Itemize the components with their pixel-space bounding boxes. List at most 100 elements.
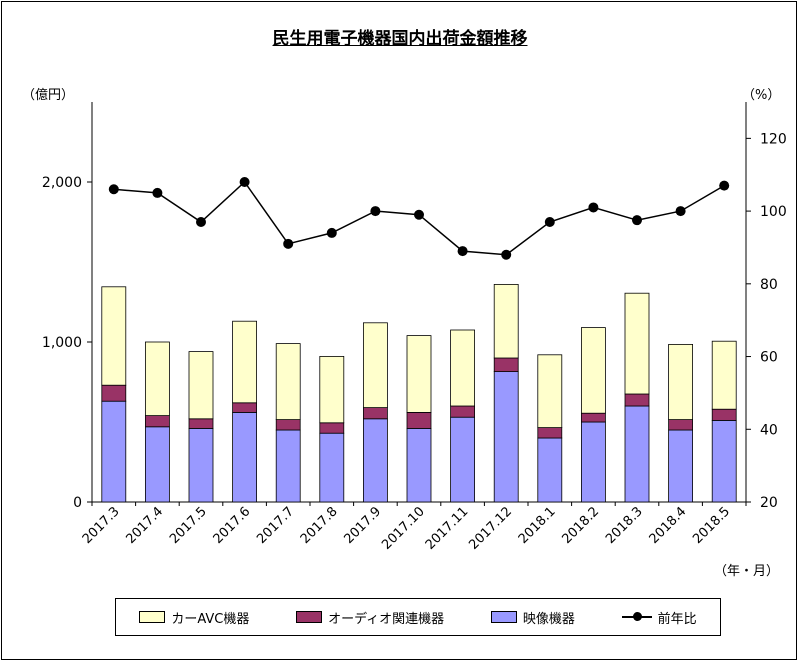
x-axis-tick-label: 2018.3	[603, 504, 646, 547]
right-axis-unit: （%）	[742, 88, 781, 103]
bar-segment-audio	[319, 422, 345, 434]
bar-segment-audio	[188, 418, 214, 429]
right-axis-tick-label: 120	[760, 131, 787, 147]
bar-segment-car-avc	[188, 351, 214, 420]
yoy-point	[326, 227, 337, 238]
bar-segment-car-avc	[232, 320, 258, 404]
bar-segment-car-avc	[624, 292, 650, 395]
right-axis-tick-label: 100	[760, 204, 787, 220]
bar-segment-audio	[493, 357, 519, 373]
left-axis-tick-label: 0	[73, 495, 82, 511]
left-axis-tick-label: 2,000	[42, 175, 82, 191]
chart-title: 民生用電子機器国内出荷金額推移	[272, 29, 528, 49]
x-axis-tick-label: 2018.4	[647, 504, 690, 547]
bar-segment-video	[232, 411, 258, 503]
bar-segment-audio	[581, 412, 606, 423]
left-axis-unit: （億円）	[22, 88, 75, 103]
yoy-point	[632, 215, 642, 226]
yoy-point	[588, 202, 599, 213]
bar-segment-car-avc	[406, 335, 432, 413]
yoy-point	[239, 177, 250, 187]
bar-segment-car-avc	[101, 286, 127, 386]
legend-marker-yoy	[621, 612, 652, 622]
bar-segment-video	[493, 371, 519, 503]
legend-label-video: 映像機器	[522, 611, 575, 627]
bar-segment-car-avc	[319, 355, 345, 424]
legend-item-yoy: 前年比	[621, 608, 697, 627]
yoy-point	[457, 246, 468, 257]
bar-segment-video	[406, 427, 432, 503]
x-axis-tick-label: 2018.1	[516, 504, 559, 547]
yoy-point	[370, 206, 381, 217]
left-axis-tick-label: 1,000	[42, 335, 82, 351]
bar-segment-audio	[101, 384, 127, 402]
bar-segment-audio	[275, 419, 301, 431]
x-axis-tick-label: 2017.10	[379, 504, 428, 553]
bar-segment-car-avc	[537, 354, 563, 428]
legend-swatch-video	[490, 611, 517, 623]
bar-segment-audio	[144, 415, 170, 428]
bar-segment-car-avc	[711, 340, 737, 410]
bar-segment-car-avc	[493, 283, 519, 359]
yoy-point	[719, 180, 730, 191]
legend-swatch-audio	[296, 611, 323, 623]
bar-segment-video	[101, 400, 127, 503]
bar-segment-video	[275, 429, 301, 503]
legend-swatch-car-avc	[139, 611, 166, 623]
x-axis-tick-label: 2017.3	[80, 504, 123, 547]
yoy-point	[501, 249, 512, 260]
bar-segment-car-avc	[668, 343, 693, 420]
x-axis-tick-label: 2018.2	[559, 504, 602, 547]
legend-item-car-avc: カーAVC機器	[139, 608, 249, 627]
bar-segment-video	[319, 432, 345, 503]
x-axis-tick-label: 2017.8	[298, 504, 341, 547]
yoy-point	[414, 209, 424, 220]
x-axis-tick-label: 2017.4	[123, 504, 166, 547]
legend-label-audio: オーディオ関連機器	[328, 611, 445, 627]
bar-segment-car-avc	[275, 343, 301, 421]
yoy-point	[544, 217, 555, 227]
bar-segment-video	[450, 416, 476, 503]
x-axis-tick-label: 2017.5	[167, 504, 210, 547]
yoy-point	[108, 184, 119, 195]
x-axis-tick-label: 2017.7	[254, 504, 297, 547]
right-axis-tick-label: 80	[760, 277, 778, 293]
x-axis-tick-label: 2018.5	[690, 504, 733, 547]
bar-segment-audio	[406, 411, 432, 429]
bar-segment-car-avc	[581, 327, 606, 414]
right-axis-tick-label: 40	[760, 422, 778, 438]
bar-segment-car-avc	[362, 322, 388, 408]
bar-segment-audio	[232, 402, 258, 413]
bar-segment-audio	[450, 405, 476, 418]
bar-segment-video	[144, 426, 170, 503]
bar-segment-audio	[624, 393, 650, 407]
yoy-point	[196, 217, 206, 227]
bar-segment-video	[581, 421, 606, 503]
bar-segment-video	[362, 418, 388, 503]
bar-segment-video	[188, 427, 214, 503]
chart-legend: カーAVC機器 オーディオ関連機器 映像機器 前年比	[115, 598, 721, 636]
bar-segment-video	[668, 429, 693, 503]
bar-segment-video	[537, 437, 563, 503]
bar-segment-audio	[668, 419, 693, 431]
legend-item-audio: オーディオ関連機器	[296, 608, 444, 627]
bar-segment-video	[711, 419, 737, 503]
legend-label-car-avc: カーAVC機器	[171, 611, 250, 627]
bar-segment-audio	[537, 427, 563, 439]
x-axis-tick-label: 2017.11	[423, 504, 472, 553]
yoy-point	[675, 206, 686, 217]
x-axis-unit: （年・月）	[714, 564, 780, 579]
right-axis-tick-label: 60	[760, 350, 778, 366]
bar-segment-video	[624, 405, 650, 503]
legend-label-yoy: 前年比	[657, 611, 697, 627]
bar-segment-audio	[711, 408, 737, 421]
right-axis-tick-label: 20	[760, 495, 778, 511]
bar-segment-car-avc	[144, 341, 170, 416]
legend-item-video: 映像機器	[490, 608, 575, 627]
yoy-point	[152, 187, 163, 198]
bar-segment-audio	[362, 407, 388, 420]
x-axis-tick-label: 2017.6	[211, 504, 254, 547]
x-axis-tick-label: 2017.9	[341, 504, 384, 547]
